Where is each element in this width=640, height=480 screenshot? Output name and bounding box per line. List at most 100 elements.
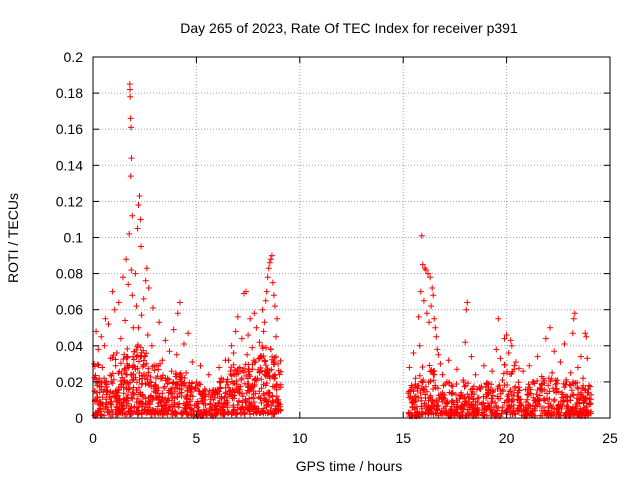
data-point (466, 404, 473, 411)
data-point (243, 288, 249, 295)
data-point (123, 256, 130, 263)
y-tick-label: 0.18 (56, 85, 83, 101)
data-point (277, 401, 284, 408)
data-point (565, 411, 572, 418)
data-point (140, 357, 147, 364)
data-point (261, 357, 268, 364)
data-point (124, 345, 131, 352)
data-point (507, 387, 514, 393)
data-point (412, 375, 419, 382)
data-point (109, 370, 116, 377)
data-point (427, 392, 434, 399)
data-point (267, 346, 274, 353)
data-point (276, 384, 283, 391)
data-point (241, 410, 248, 417)
data-point (260, 407, 267, 414)
data-point (523, 399, 530, 405)
data-point (522, 406, 529, 412)
data-point (574, 364, 581, 371)
data-point (448, 407, 455, 413)
x-tick-label: 10 (292, 430, 308, 446)
data-point (136, 398, 142, 405)
data-point (93, 328, 100, 335)
data-point (570, 315, 577, 322)
data-point (214, 389, 221, 396)
data-point (454, 366, 460, 373)
data-point (417, 288, 424, 295)
data-point (173, 351, 180, 358)
data-point (269, 373, 276, 380)
data-point (216, 384, 223, 391)
data-point (233, 386, 240, 393)
data-point (245, 332, 252, 338)
data-point (137, 216, 144, 223)
y-tick-label: 0.14 (56, 157, 83, 173)
data-point (147, 401, 153, 408)
data-point (557, 359, 564, 365)
data-point (161, 402, 168, 409)
data-point (176, 371, 183, 378)
data-point (555, 402, 562, 409)
data-point (247, 315, 254, 322)
data-point (197, 362, 204, 369)
data-point (528, 411, 535, 418)
data-point (186, 405, 193, 412)
data-point (408, 382, 415, 389)
data-point (268, 252, 275, 259)
axis-ticks (92, 56, 611, 419)
data-point (242, 380, 248, 387)
data-point (474, 395, 481, 402)
data-point (253, 324, 260, 331)
data-point (129, 212, 136, 219)
data-point (193, 379, 200, 386)
x-tick-label: 5 (193, 430, 201, 446)
data-point (427, 368, 434, 375)
data-point (257, 364, 264, 371)
data-point (168, 368, 175, 375)
data-point (136, 376, 143, 383)
data-point (275, 407, 282, 414)
data-point (271, 374, 278, 381)
data-point (249, 405, 256, 412)
data-point (120, 405, 127, 412)
data-point (416, 342, 423, 349)
data-point (465, 411, 472, 418)
data-point (418, 394, 424, 401)
data-point (489, 398, 496, 405)
data-point (460, 377, 467, 384)
data-point (153, 362, 160, 369)
data-point (135, 202, 142, 208)
data-point (585, 407, 591, 414)
data-point (587, 410, 594, 417)
data-point (440, 391, 447, 398)
data-point (449, 383, 456, 390)
data-point (216, 364, 223, 371)
data-point (276, 371, 283, 378)
data-point (254, 375, 261, 382)
data-point (176, 299, 183, 306)
data-point (115, 299, 122, 306)
data-point (246, 371, 253, 378)
data-point (259, 408, 266, 415)
data-point (155, 393, 162, 400)
data-point (580, 400, 587, 406)
data-point (270, 292, 277, 299)
data-point (152, 381, 159, 388)
data-point (550, 385, 557, 392)
data-point (143, 265, 150, 272)
data-point (98, 411, 105, 418)
data-point (246, 388, 253, 395)
data-point (230, 404, 237, 410)
data-point (245, 366, 252, 373)
data-point (428, 303, 435, 310)
data-point (120, 384, 127, 391)
data-point (169, 411, 176, 418)
data-point (525, 386, 532, 393)
data-point (186, 384, 193, 391)
data-point (112, 393, 119, 400)
data-point (453, 381, 460, 387)
data-point (251, 310, 258, 317)
data-point (125, 392, 131, 398)
data-point (515, 379, 522, 386)
data-point (162, 395, 169, 402)
